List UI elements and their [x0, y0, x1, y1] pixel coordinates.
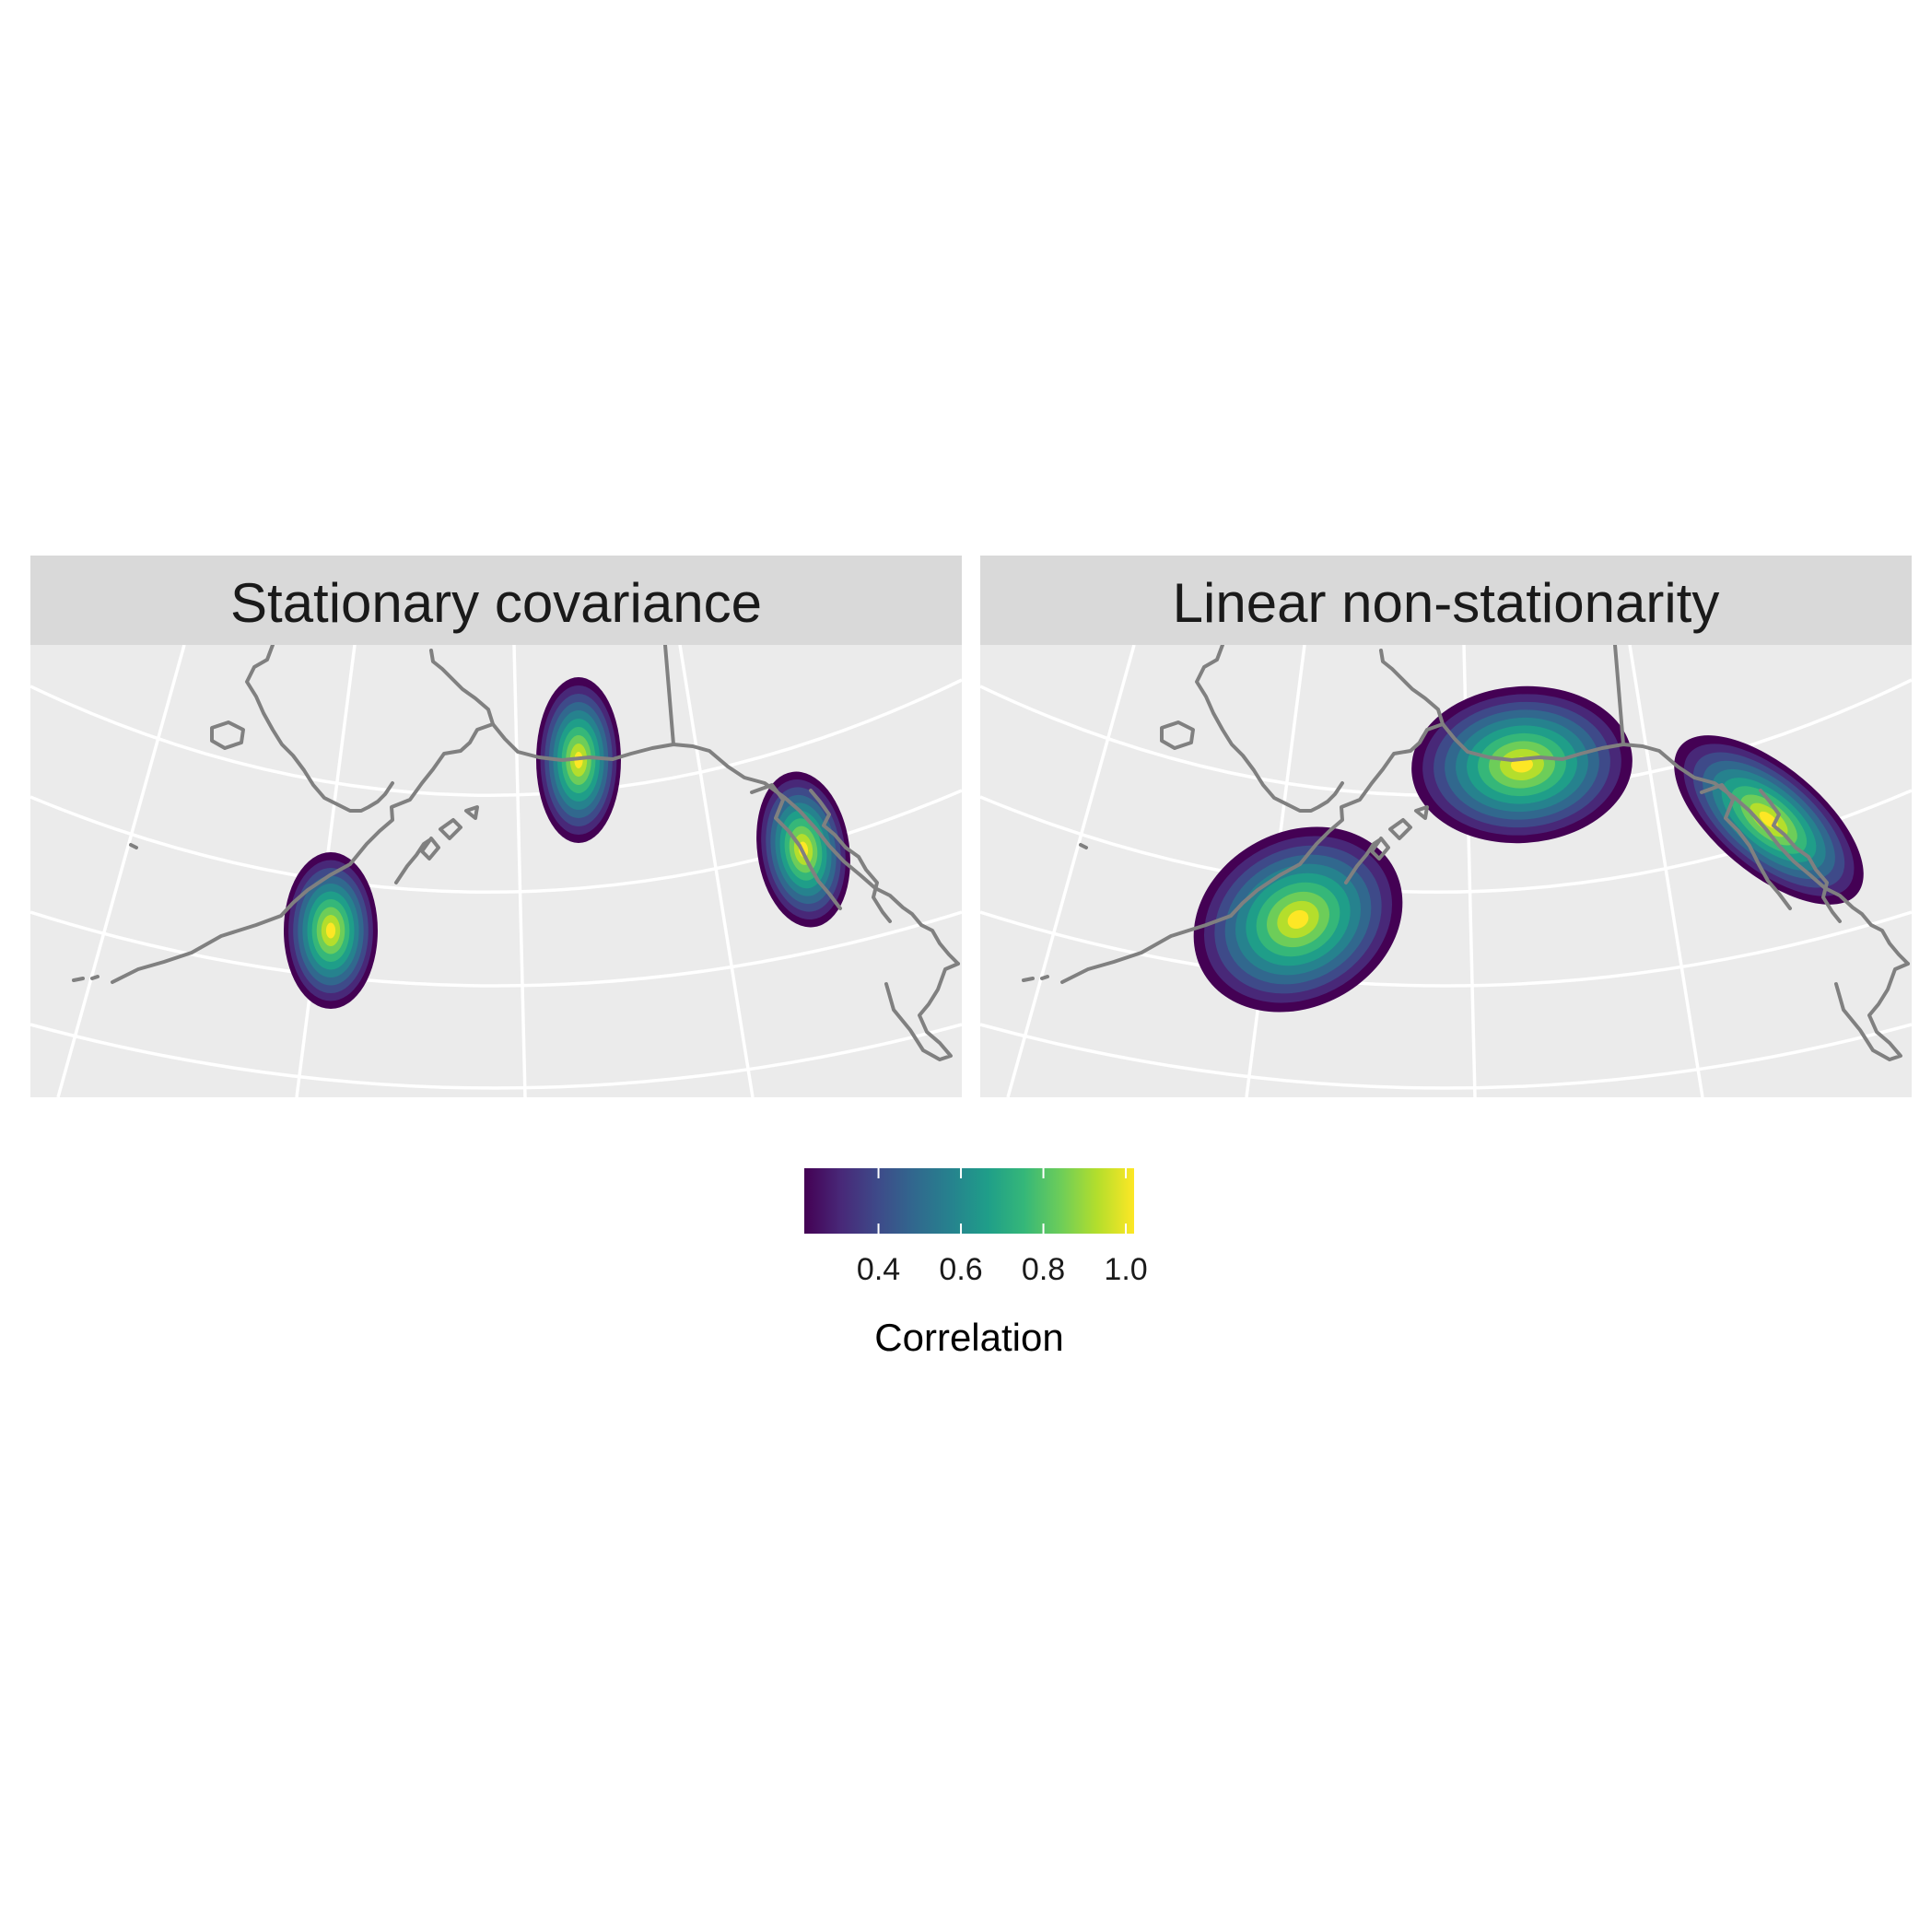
strip-title: Stationary covariance [230, 572, 762, 634]
colorbar-tick-label: 0.4 [857, 1252, 900, 1287]
colorbar [804, 1168, 1134, 1234]
correlation-field-1 [1193, 826, 1403, 1013]
graticule [30, 645, 962, 1097]
colorbar-tick-label: 0.8 [1022, 1252, 1065, 1287]
correlation-field-2 [1411, 685, 1633, 844]
panel-linear-non-stationarity: Linear non-stationarity [980, 556, 1912, 1097]
colorbar-ticks: 0.4 0.6 0.8 1.0 [857, 1168, 1148, 1287]
legend-title: Correlation [874, 1316, 1063, 1359]
colorbar-tick-label: 1.0 [1104, 1252, 1147, 1287]
strip-background [980, 556, 1912, 645]
color-legend: 0.4 0.6 0.8 1.0 Correlation [804, 1168, 1148, 1359]
correlation-field-1 [284, 852, 378, 1009]
panel-stationary: Stationary covariance [30, 556, 962, 1097]
strip-background [30, 556, 962, 645]
colorbar-tick-label: 0.6 [939, 1252, 982, 1287]
coastline [72, 645, 960, 1061]
strip-title: Linear non-stationarity [1173, 572, 1720, 634]
coastline [1022, 645, 1910, 1061]
